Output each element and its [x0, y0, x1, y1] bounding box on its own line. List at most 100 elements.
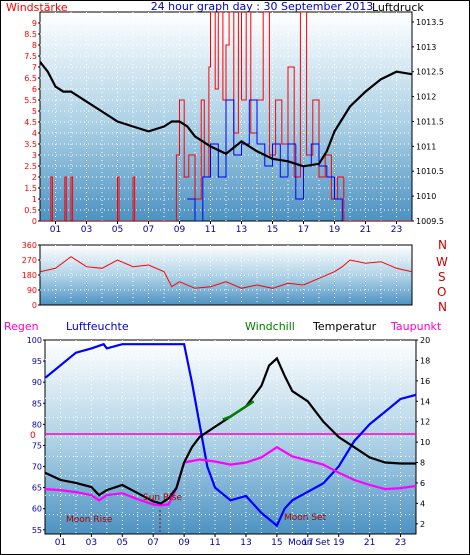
y-tick-label: 6 [32, 85, 37, 94]
y-tick-label: 70 [32, 463, 42, 472]
compass-s: S [438, 270, 446, 284]
y-tick-label: 8 [420, 459, 425, 468]
y-tick-label: 2 [420, 520, 425, 529]
sun-rise-label: Sun Rise [143, 493, 182, 503]
y-tick-label: 100 [27, 336, 42, 345]
x-tick-label: 19 [329, 225, 341, 235]
wind-pressure-x-ticks: 01 03 05 07 09 11 13 15 17 19 21 23 [50, 221, 402, 235]
temperature-axis-ticks: 2 4 6 8 10 12 14 16 18 20 [416, 336, 430, 529]
y-tick-label: 6.5 [24, 74, 37, 83]
y-tick-label: 270 [22, 256, 37, 265]
windchill-legend: Windchill [245, 320, 295, 333]
temperature-series [45, 356, 416, 505]
y-tick-label: 80 [32, 420, 42, 429]
humidity-legend: Luftfeuchte [66, 320, 129, 333]
y-tick-label: 5.5 [24, 96, 37, 105]
compass-labels: N W S O N [436, 238, 448, 314]
dewpoint-legend: Taupunkt [390, 320, 442, 333]
y-tick-label: 18 [420, 356, 430, 365]
temp-humidity-x-ticks: 01 03 05 07 09 11 13 15 17 19 21 23 [55, 534, 406, 548]
x-tick-label: 01 [50, 225, 61, 235]
wind-direction-series [40, 256, 412, 289]
x-tick-label: 23 [391, 225, 402, 235]
pressure-axis-ticks: 1009.5 1010 1010.5 1011 1011.5 1012 1012.5 1013… [412, 18, 444, 226]
x-tick-label: 07 [147, 538, 158, 548]
chart-title: 24 hour graph day : 30 September 2013 [151, 0, 374, 13]
moon-set-axis-label: Moon Set [288, 538, 331, 548]
y-tick-label: 65 [32, 484, 42, 493]
y-tick-label: 4 [32, 129, 37, 138]
x-tick-label: 09 [178, 538, 190, 548]
y-tick-label: 8.5 [24, 30, 37, 39]
y-tick-label: 7 [32, 63, 37, 72]
y-tick-label: 1013.5 [416, 18, 444, 27]
y-tick-label: 360 [22, 241, 37, 250]
x-tick-label: 17 [298, 225, 309, 235]
y-tick-label: 4.5 [24, 118, 37, 127]
y-tick-label: 1011.5 [416, 117, 444, 126]
rain-legend: Regen [4, 320, 39, 333]
compass-w: W [436, 255, 448, 269]
temp-humidity-grid [45, 340, 416, 534]
x-tick-label: 19 [333, 538, 345, 548]
y-tick-label: 1011 [416, 142, 436, 151]
y-tick-label: 3 [32, 151, 37, 160]
pressure-axis-label: Luftdruck [372, 1, 424, 14]
y-tick-label: 8 [32, 41, 37, 50]
temperature-legend: Temperatur [312, 320, 377, 333]
y-tick-label: 90 [27, 286, 37, 295]
y-tick-label: 14 [420, 397, 430, 406]
x-tick-label: 05 [112, 225, 123, 235]
y-tick-label: 3.5 [24, 140, 37, 149]
wind-speed-series [40, 12, 412, 221]
x-tick-label: 11 [205, 225, 216, 235]
y-tick-label: 2.5 [24, 162, 37, 171]
x-tick-label: 03 [86, 538, 97, 548]
y-tick-label: 9 [32, 19, 37, 28]
x-tick-label: 11 [209, 538, 220, 548]
y-tick-label: 20 [420, 336, 430, 345]
x-tick-label: 03 [81, 225, 92, 235]
y-tick-label: 16 [420, 377, 430, 386]
x-tick-label: 13 [236, 225, 247, 235]
x-tick-label: 05 [117, 538, 128, 548]
y-tick-label: 12 [420, 418, 430, 427]
y-tick-label: 1 [32, 195, 37, 204]
y-tick-label: 1009.5 [416, 217, 444, 226]
x-tick-label: 21 [364, 538, 375, 548]
y-tick-label: 95 [32, 357, 42, 366]
x-tick-label: 07 [143, 225, 154, 235]
y-tick-label: 55 [32, 526, 42, 535]
moon-rise-label: Moon Rise [66, 515, 113, 525]
y-tick-label: 85 [32, 399, 42, 408]
y-tick-label: 1010 [416, 192, 436, 201]
x-tick-label: 21 [360, 225, 371, 235]
windchill-series [222, 400, 255, 421]
y-tick-label: 0 [32, 217, 37, 226]
compass-n-bottom: N [438, 300, 447, 314]
x-tick-label: 13 [240, 538, 251, 548]
y-tick-label: 180 [22, 271, 37, 280]
y-tick-label: 1.5 [24, 184, 37, 193]
wind-direction-axis-ticks: 0 90 180 270 360 [22, 241, 40, 310]
y-tick-label: 0.5 [24, 206, 37, 215]
x-tick-label: 23 [395, 538, 406, 548]
y-tick-label: 6 [420, 479, 425, 488]
y-tick-label: 90 [32, 378, 42, 387]
x-tick-label: 17 [302, 538, 313, 548]
y-tick-label: 0 [32, 301, 37, 310]
wind-axis-ticks: 0 0.5 1 1.5 2 2.5 3 3.5 4 4.5 5 5.5 6 6.5 7 7.5 8 8.5 9 [24, 19, 40, 226]
x-tick-label: 01 [55, 538, 66, 548]
moon-set-label: Moon Set [284, 513, 327, 523]
dewpoint-series [45, 445, 416, 507]
y-tick-label: 1012.5 [416, 68, 444, 77]
y-tick-label: 1010.5 [416, 167, 444, 176]
wind-axis-label: Windstärke [6, 1, 68, 14]
y-tick-label: 4 [420, 499, 425, 508]
y-tick-label: 7.5 [24, 52, 37, 61]
wind-gust-series [187, 99, 343, 221]
y-tick-label: 1013 [416, 43, 436, 52]
wind-direction-plot-area [39, 244, 413, 306]
humidity-axis-ticks: 55 60 65 70 75 80 85 90 95 100 [27, 336, 45, 535]
